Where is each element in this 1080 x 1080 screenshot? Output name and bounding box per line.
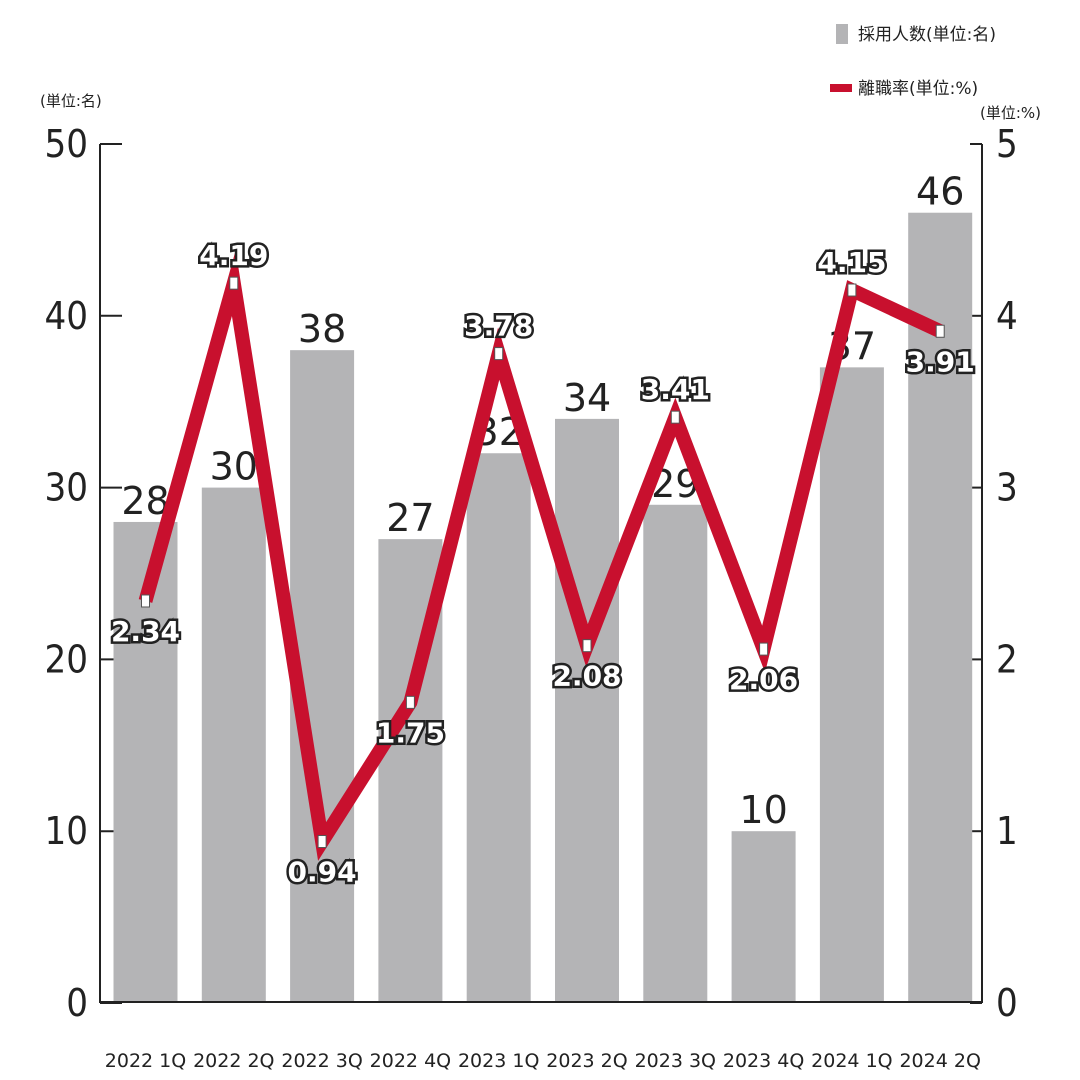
bar-value-label: 27	[386, 496, 434, 540]
right-tick-label: 0	[996, 981, 1018, 1025]
category-label: 2022 1Q	[105, 1050, 186, 1072]
right-tick-label: 1	[996, 809, 1018, 853]
rate-value-label: 3.91	[906, 345, 975, 378]
right-tick-label: 3	[996, 466, 1018, 510]
bar-value-label: 34	[563, 376, 611, 420]
category-label: 2023 4Q	[723, 1050, 804, 1072]
bar-value-label: 46	[916, 170, 964, 214]
left-tick-label: 40	[45, 294, 89, 338]
rate-marker	[141, 594, 150, 608]
category-label: 2022 3Q	[281, 1050, 362, 1072]
bar	[643, 504, 708, 1001]
rate-line-layer	[138, 250, 944, 861]
right-tick-label: 4	[996, 294, 1018, 338]
legend-line-label: 離職率(単位:%)	[858, 79, 978, 99]
rate-marker	[405, 695, 415, 709]
bar-value-label: 38	[298, 307, 346, 351]
right-tick-label: 5	[996, 122, 1018, 166]
category-labels: 2022 1Q 2022 2Q 2022 3Q 2022 4Q 2023 1Q 2023 …	[105, 1050, 981, 1072]
category-label: 2024 2Q	[899, 1050, 980, 1072]
left-axis-unit: (単位:名)	[40, 92, 102, 110]
rate-markers	[141, 276, 945, 849]
bar-value-label: 10	[739, 788, 787, 832]
category-label: 2023 2Q	[546, 1050, 627, 1072]
legend-bar-label: 採用人数(単位:名)	[858, 25, 996, 45]
bar-value-label: 30	[210, 445, 258, 489]
category-label: 2022 4Q	[370, 1050, 451, 1072]
rate-value-label: 2.06	[729, 663, 798, 696]
rate-marker	[847, 283, 857, 297]
rate-line	[138, 250, 944, 861]
category-label: 2023 1Q	[458, 1050, 539, 1072]
bar-value-label: 28	[121, 479, 169, 523]
right-tick-label: 2	[996, 637, 1018, 681]
rate-marker	[935, 324, 945, 338]
axes	[99, 144, 983, 1003]
category-label: 2022 2Q	[193, 1050, 274, 1072]
rate-marker	[759, 642, 769, 656]
left-tick-label: 10	[45, 809, 89, 853]
rate-value-label: 4.19	[199, 239, 268, 272]
rate-value-label: 3.78	[464, 310, 533, 343]
rate-marker	[229, 276, 239, 290]
bars	[113, 212, 973, 1002]
rate-value-label: 2.08	[552, 660, 621, 693]
legend: 採用人数(単位:名) 離職率(単位:%)	[830, 24, 996, 99]
bar	[201, 487, 266, 1002]
rate-value-label: 4.15	[817, 246, 886, 279]
rate-marker	[670, 410, 680, 424]
legend-bar-swatch	[836, 24, 848, 44]
rate-value-label: 3.41	[641, 373, 710, 406]
bar	[819, 367, 884, 1002]
rate-marker	[582, 639, 592, 653]
rate-value-label: 0.94	[288, 856, 357, 889]
rate-value-label: 1.75	[376, 716, 445, 749]
left-tick-label: 30	[45, 466, 89, 510]
left-tick-label: 20	[45, 637, 89, 681]
bar	[555, 418, 619, 1001]
right-axis-ticks: 0 1 2 3 4 5	[970, 122, 1018, 1025]
category-label: 2023 3Q	[635, 1050, 716, 1072]
legend-line-swatch	[830, 84, 852, 92]
left-axis-ticks: 0 10 20 30 40 50	[45, 122, 122, 1025]
right-axis-unit: (単位:%)	[980, 104, 1041, 122]
rate-value-label: 2.34	[111, 615, 180, 648]
rate-marker	[317, 835, 327, 849]
bar	[731, 831, 796, 1001]
left-tick-label: 50	[45, 122, 89, 166]
category-label: 2024 1Q	[811, 1050, 892, 1072]
rate-value-labels: 2.34 4.19 0.94 1.75 3.78 2.08 3.41 2.06 4.15 3.91	[108, 237, 977, 891]
bar	[908, 212, 973, 1002]
left-tick-label: 0	[66, 981, 88, 1025]
bar	[466, 453, 531, 1001]
rate-marker	[494, 347, 504, 361]
